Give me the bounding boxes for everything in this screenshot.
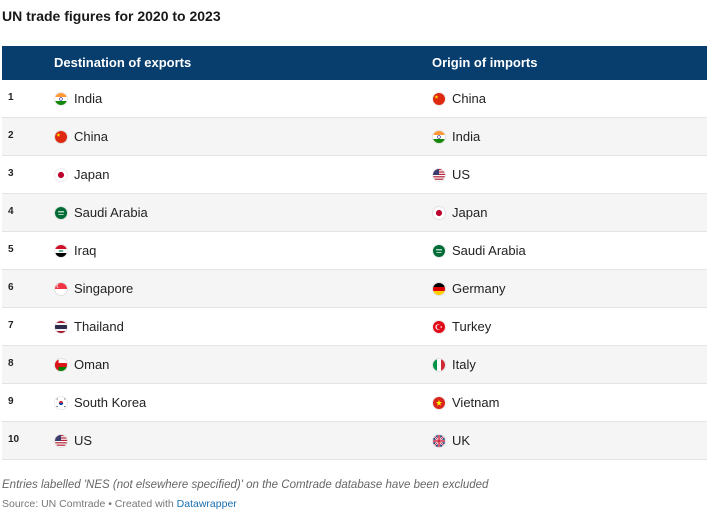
import-cell: US — [432, 167, 470, 182]
rank-number: 2 — [8, 130, 14, 141]
trade-table: Destination of exports Origin of imports… — [2, 46, 707, 460]
import-cell: UK — [432, 433, 470, 448]
table-row: 7 Thailand Turkey — [2, 308, 707, 346]
japan-flag-icon — [432, 205, 446, 220]
rank-number: 1 — [8, 92, 14, 103]
header-imports: Origin of imports — [432, 55, 538, 70]
export-cell: Japan — [54, 167, 109, 182]
source-text: Source: UN Comtrade • Created with — [2, 498, 177, 510]
import-cell: Italy — [432, 357, 476, 372]
export-country: Japan — [74, 167, 110, 182]
export-country: Thailand — [74, 319, 124, 334]
export-cell: South Korea — [54, 395, 146, 410]
table-row: 3 Japan US — [2, 156, 707, 194]
export-cell: US — [54, 433, 92, 448]
import-country: Italy — [452, 357, 476, 372]
table-row: 10 US UK — [2, 422, 707, 460]
import-country: Germany — [452, 281, 506, 296]
japan-flag-icon — [54, 167, 68, 182]
header-exports: Destination of exports — [54, 55, 192, 70]
datawrapper-link[interactable]: Datawrapper — [176, 498, 237, 510]
turkey-flag-icon — [432, 319, 446, 334]
export-cell: Singapore — [54, 281, 133, 296]
import-country: Vietnam — [452, 395, 500, 410]
oman-flag-icon — [54, 357, 68, 372]
italy-flag-icon — [432, 357, 446, 372]
import-cell: China — [432, 91, 486, 106]
import-country: Turkey — [452, 319, 492, 334]
table-row: 5 Iraq Saudi Arabia — [2, 232, 707, 270]
import-country: US — [452, 167, 471, 182]
import-country: UK — [452, 433, 471, 448]
iraq-flag-icon — [54, 243, 68, 258]
rank-number: 6 — [8, 282, 14, 293]
import-country: Saudi Arabia — [452, 243, 526, 258]
uk-flag-icon — [432, 433, 446, 448]
table-row: 4 Saudi Arabia Japan — [2, 194, 707, 232]
export-country: Oman — [74, 357, 110, 372]
thailand-flag-icon — [54, 319, 68, 334]
import-cell: Turkey — [432, 319, 491, 334]
table-header: Destination of exports Origin of imports — [2, 46, 707, 80]
rank-number: 4 — [8, 206, 14, 217]
us-flag-icon — [432, 167, 446, 182]
table-row: 9 South Korea Vietnam — [2, 384, 707, 422]
germany-flag-icon — [432, 281, 446, 296]
table-row: 2 China India — [2, 118, 707, 156]
import-cell: Vietnam — [432, 395, 499, 410]
rank-number: 10 — [8, 434, 20, 445]
export-cell: Oman — [54, 357, 109, 372]
import-cell: Germany — [432, 281, 505, 296]
india-flag-icon — [432, 129, 446, 144]
export-country: China — [74, 129, 108, 144]
import-cell: India — [432, 129, 480, 144]
source-line: Source: UN Comtrade • Created with Dataw… — [2, 498, 237, 510]
import-country: India — [452, 129, 481, 144]
saudi-arabia-flag-icon — [432, 243, 446, 258]
india-flag-icon — [54, 91, 68, 106]
rank-number: 3 — [8, 168, 14, 179]
rank-number: 9 — [8, 396, 14, 407]
table-row: 6 Singapore Germany — [2, 270, 707, 308]
rank-number: 8 — [8, 358, 14, 369]
export-cell: Iraq — [54, 243, 96, 258]
export-country: India — [74, 91, 103, 106]
vietnam-flag-icon — [432, 395, 446, 410]
export-cell: Thailand — [54, 319, 124, 334]
china-flag-icon — [432, 91, 446, 106]
export-country: US — [74, 433, 93, 448]
export-country: Saudi Arabia — [74, 205, 148, 220]
export-country: South Korea — [74, 395, 147, 410]
rank-number: 5 — [8, 244, 14, 255]
china-flag-icon — [54, 129, 68, 144]
table-row: 8 Oman Italy — [2, 346, 707, 384]
import-cell: Japan — [432, 205, 487, 220]
export-country: Singapore — [74, 281, 134, 296]
export-cell: Saudi Arabia — [54, 205, 148, 220]
import-country: Japan — [452, 205, 488, 220]
footnote: Entries labelled 'NES (not elsewhere spe… — [2, 479, 489, 491]
export-cell: India — [54, 91, 102, 106]
import-country: China — [452, 91, 486, 106]
table-body: 1 India China 2 China India 3 Japan US 4 Saudi Ara… — [2, 80, 707, 460]
table-row: 1 India China — [2, 80, 707, 118]
chart-title: UN trade figures for 2020 to 2023 — [2, 8, 221, 24]
import-cell: Saudi Arabia — [432, 243, 526, 258]
south-korea-flag-icon — [54, 395, 68, 410]
singapore-flag-icon — [54, 281, 68, 296]
export-country: Iraq — [74, 243, 97, 258]
export-cell: China — [54, 129, 108, 144]
us-flag-icon — [54, 433, 68, 448]
saudi-arabia-flag-icon — [54, 205, 68, 220]
rank-number: 7 — [8, 320, 14, 331]
